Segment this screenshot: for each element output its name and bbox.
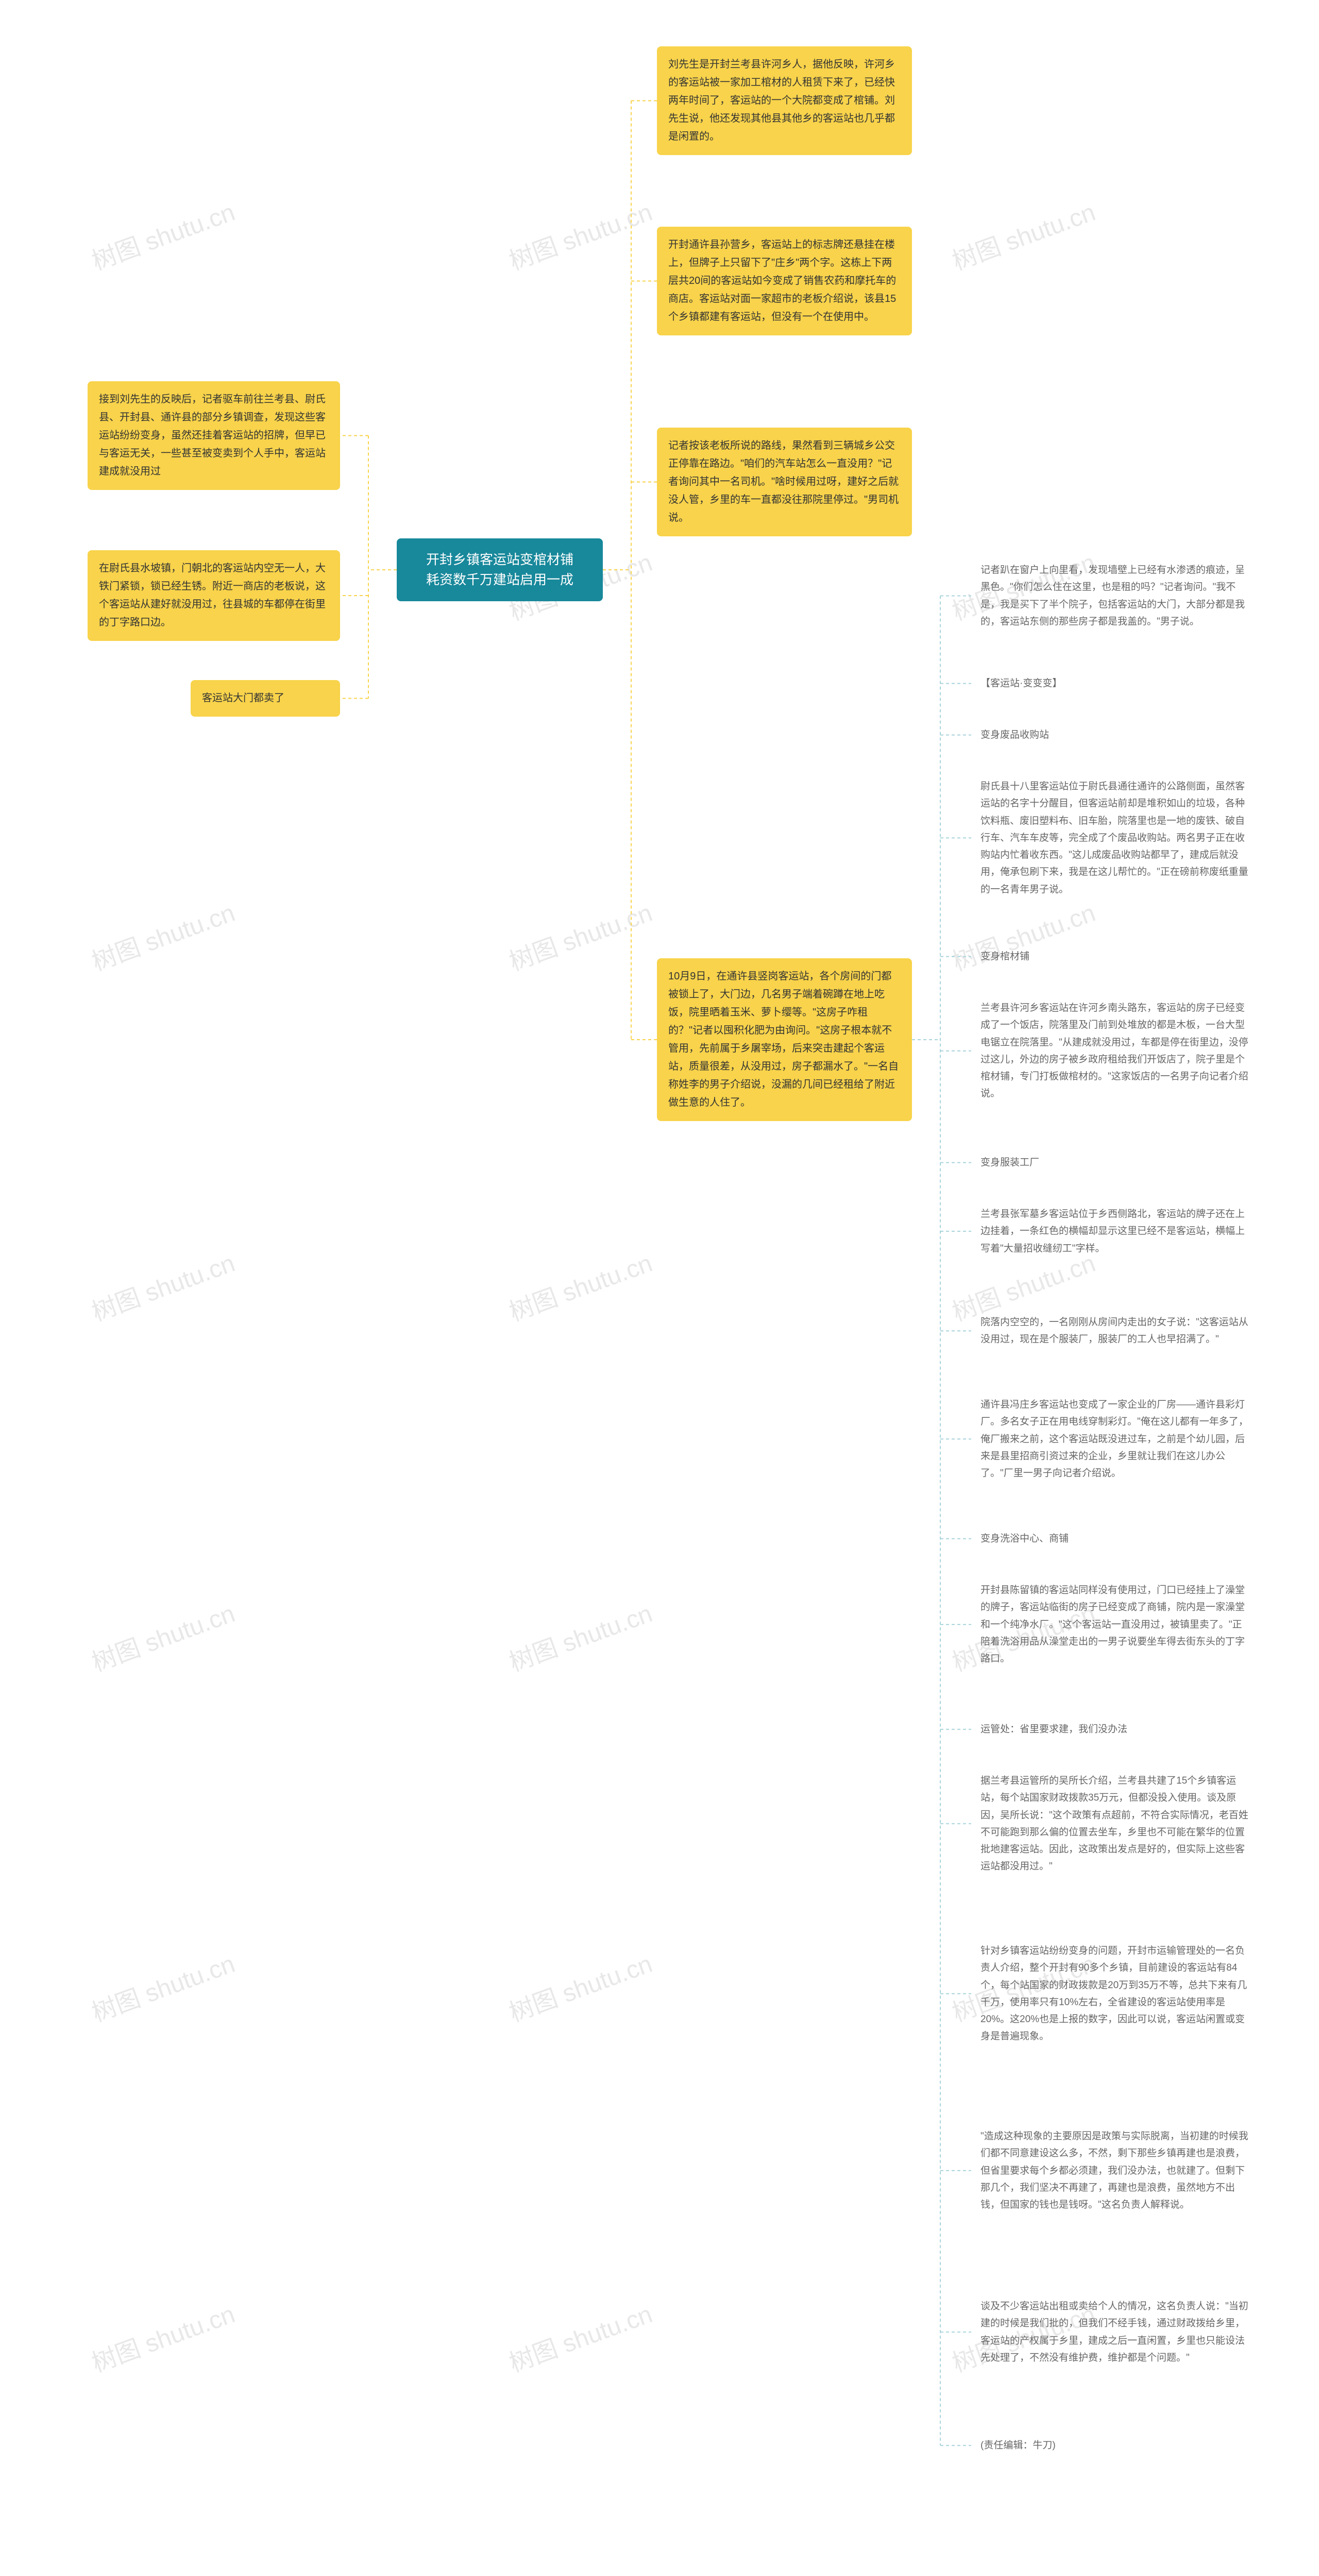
yellow-node-2: 开封通许县孙营乡，客运站上的标志牌还悬挂在楼上，但牌子上只留下了"庄乡"两个字。… — [657, 227, 912, 335]
right-node-2: 【客运站·变变变】 — [971, 670, 1249, 697]
yellow-node-2-text: 开封通许县孙营乡，客运站上的标志牌还悬挂在楼上，但牌子上只留下了"庄乡"两个字。… — [668, 239, 896, 323]
right-node-6: 兰考县许河乡客运站在许河乡南头路东，客运站的房子已经变成了一个饭店，院落里及门前… — [971, 994, 1249, 1108]
left-node-2-text: 在尉氏县水坡镇，门朝北的客运站内空无一人，大铁门紧锁，锁已经生锈。附近一商店的老… — [99, 563, 326, 628]
right-node-18: (责任编辑：牛刀) — [971, 2432, 1249, 2459]
right-node-16: "造成这种现象的主要原因是政策与实际脱离，当初建的时候我们都不同意建设这么多，不… — [971, 2123, 1249, 2218]
right-node-11: 变身洗浴中心、商铺 — [971, 1525, 1249, 1552]
left-node-1: 接到刘先生的反映后，记者驱车前往兰考县、尉氏县、开封县、通许县的部分乡镇调查，发… — [88, 381, 340, 490]
center-node: 开封乡镇客运站变棺材铺耗资数千万建站启用一成 — [397, 538, 603, 601]
right-node-5: 变身棺材铺 — [971, 943, 1249, 970]
right-node-14: 据兰考县运管所的吴所长介绍，兰考县共建了15个乡镇客运站，每个站国家财政拨款35… — [971, 1767, 1249, 1880]
center-text: 开封乡镇客运站变棺材铺耗资数千万建站启用一成 — [426, 552, 573, 587]
yellow-node-4: 10月9日，在通许县竖岗客运站，各个房间的门都被锁上了，大门边，几名男子端着碗蹲… — [657, 958, 912, 1121]
left-node-3-text: 客运站大门都卖了 — [202, 692, 284, 704]
right-node-17: 谈及不少客运站出租或卖给个人的情况，这名负责人说："当初建的时候是我们批的，但我… — [971, 2293, 1249, 2371]
yellow-node-1: 刘先生是开封兰考县许河乡人，据他反映，许河乡的客运站被一家加工棺材的人租赁下来了… — [657, 46, 912, 155]
right-node-8: 兰考县张军墓乡客运站位于乡西侧路北，客运站的牌子还在上边挂着，一条红色的横幅却显… — [971, 1200, 1249, 1262]
right-node-1: 记者趴在窗户上向里看，发现墙壁上已经有水渗透的痕迹，呈黑色。"你们怎么住在这里，… — [971, 556, 1249, 635]
right-node-3: 变身废品收购站 — [971, 721, 1249, 749]
right-node-7: 变身服装工厂 — [971, 1149, 1249, 1176]
left-node-1-text: 接到刘先生的反映后，记者驱车前往兰考县、尉氏县、开封县、通许县的部分乡镇调查，发… — [99, 394, 326, 477]
right-node-10: 通许县冯庄乡客运站也变成了一家企业的厂房——通许县彩灯厂。多名女子正在用电线穿制… — [971, 1391, 1249, 1487]
right-node-12: 开封县陈留镇的客运站同样没有使用过，门口已经挂上了澡堂的牌子，客运站临街的房子已… — [971, 1577, 1249, 1672]
right-node-4: 尉氏县十八里客运站位于尉氏县通往通许的公路侧面，虽然客运站的名字十分醒目，但客运… — [971, 773, 1249, 903]
yellow-node-3-text: 记者按该老板所说的路线，果然看到三辆城乡公交正停靠在路边。"咱们的汽车站怎么一直… — [668, 440, 899, 523]
left-node-3: 客运站大门都卖了 — [191, 680, 340, 717]
right-node-15: 针对乡镇客运站纷纷变身的问题，开封市运输管理处的一名负责人介绍，整个开封有90多… — [971, 1937, 1249, 2050]
right-node-13: 运管处：省里要求建，我们没办法 — [971, 1716, 1249, 1743]
yellow-node-1-text: 刘先生是开封兰考县许河乡人，据他反映，许河乡的客运站被一家加工棺材的人租赁下来了… — [668, 59, 895, 142]
yellow-node-3: 记者按该老板所说的路线，果然看到三辆城乡公交正停靠在路边。"咱们的汽车站怎么一直… — [657, 428, 912, 536]
yellow-node-4-text: 10月9日，在通许县竖岗客运站，各个房间的门都被锁上了，大门边，几名男子端着碗蹲… — [668, 971, 899, 1108]
right-node-9: 院落内空空的，一名刚刚从房间内走出的女子说："这客运站从没用过，现在是个服装厂，… — [971, 1309, 1249, 1353]
left-node-2: 在尉氏县水坡镇，门朝北的客运站内空无一人，大铁门紧锁，锁已经生锈。附近一商店的老… — [88, 550, 340, 641]
